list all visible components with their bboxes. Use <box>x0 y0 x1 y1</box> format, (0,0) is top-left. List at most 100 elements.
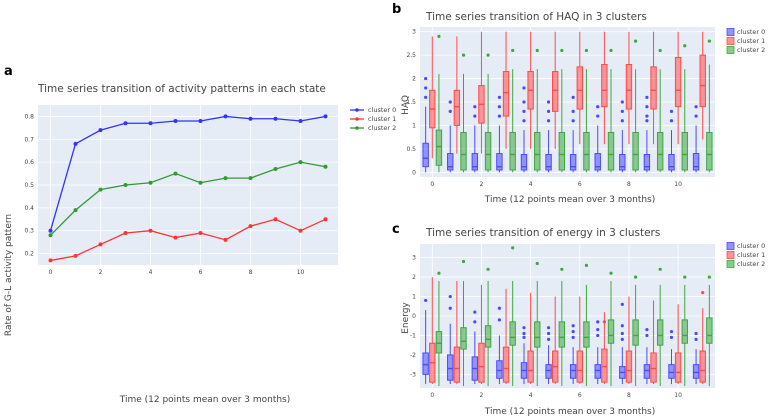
outlier-b-2-10-0 <box>683 44 687 48</box>
box-c-0-0 <box>422 352 429 375</box>
box-c-2-3 <box>509 321 516 346</box>
legend-label-c-0: cluster 0 <box>737 242 765 250</box>
box-b-2-6 <box>583 131 590 171</box>
box-b-0-0 <box>422 142 429 168</box>
outlier-c-0-10-0 <box>669 329 674 334</box>
box-c-0-6 <box>569 364 577 379</box>
point-a-0-5 <box>173 119 178 123</box>
xtick-label-b-2: 4 <box>529 181 533 188</box>
box-b-2-2 <box>484 131 492 171</box>
ytick-label-b-5: 2.5 <box>406 52 416 59</box>
box-b-2-10 <box>681 131 688 171</box>
xtick-label-c-4: 8 <box>627 392 631 399</box>
box-b-1-11 <box>699 54 706 108</box>
box-b-0-6 <box>569 154 577 171</box>
box-c-2-10 <box>681 319 688 344</box>
box-c-2-4 <box>534 321 541 348</box>
xtick-label-a-3: 6 <box>199 269 203 276</box>
xtick-label-a-4: 8 <box>249 269 253 276</box>
point-a-2-7 <box>223 176 228 181</box>
point-a-0-9 <box>273 116 278 121</box>
xtick-label-c-5: 10 <box>674 392 682 399</box>
legend-label-b-2: cluster 2 <box>737 46 765 54</box>
box-b-2-4 <box>534 131 541 171</box>
outlier-c-2-10-0 <box>683 275 687 279</box>
legend-label-b-0: cluster 0 <box>737 28 765 36</box>
legend-marker-a-0 <box>355 108 359 112</box>
outlier-c-2-5-0 <box>560 267 564 271</box>
box-b-0-11 <box>692 153 700 171</box>
box-c-1-2 <box>478 342 485 383</box>
outlier-b-2-0-0 <box>437 34 441 38</box>
chart-c-xlabel: Time (12 points mean over 3 months) <box>484 407 656 417</box>
legend-marker-a-2 <box>355 126 359 130</box>
point-a-1-7 <box>223 237 228 242</box>
outlier-b-0-4-3 <box>522 86 526 90</box>
chart-a-xlabel: Time (12 points mean over 3 months) <box>119 395 291 405</box>
outlier-c-2-1-0 <box>461 259 466 264</box>
point-a-2-10 <box>298 160 303 165</box>
point-a-1-8 <box>248 224 253 229</box>
outlier-b-2-7-0 <box>609 48 613 53</box>
legend-swatch-c-2 <box>726 260 735 268</box>
point-a-2-0 <box>48 233 53 238</box>
ytick-label-a-6: 0.8 <box>24 113 34 120</box>
ytick-label-c-6: 3 <box>412 255 416 262</box>
outlier-b-0-0-2 <box>424 76 428 81</box>
xtick-label-b-5: 10 <box>674 181 682 188</box>
outlier-c-0-10-1 <box>669 335 674 340</box>
outlier-b-2-1-0 <box>461 53 466 57</box>
outlier-b-2-3-0 <box>511 48 515 53</box>
legend-label-a-1: cluster 1 <box>368 115 396 123</box>
legend-swatch-c-0 <box>726 242 735 250</box>
outlier-c-0-6-0 <box>571 324 575 328</box>
xtick-label-a-0: 0 <box>49 269 53 276</box>
point-a-2-2 <box>98 187 103 192</box>
ytick-label-a-5: 0.7 <box>24 136 34 143</box>
box-c-1-9 <box>650 352 657 383</box>
box-b-1-3 <box>502 71 510 117</box>
outlier-b-2-5-0 <box>560 48 564 53</box>
outlier-c-2-8-0 <box>633 275 638 279</box>
outlier-c-0-2-0 <box>473 310 477 314</box>
outlier-c-1-7-0 <box>602 320 606 324</box>
box-c-0-3 <box>496 360 503 379</box>
point-a-0-7 <box>223 114 228 119</box>
outlier-c-2-2-0 <box>486 267 490 271</box>
outlier-c-0-7-2 <box>596 333 600 338</box>
chart-c-ylabel: Energy <box>401 302 411 334</box>
outlier-b-0-11-0 <box>694 114 698 118</box>
point-a-1-10 <box>298 228 303 233</box>
point-a-1-3 <box>123 231 128 235</box>
outlier-b-0-1-0 <box>448 109 452 113</box>
xtick-label-a-2: 4 <box>149 269 153 276</box>
outlier-c-0-4-0 <box>522 326 526 330</box>
point-a-2-8 <box>248 176 253 181</box>
point-a-0-4 <box>148 121 153 126</box>
outlier-c-0-11-1 <box>694 337 698 341</box>
ytick-label-b-1: 0.5 <box>406 146 416 153</box>
outlier-c-2-3-0 <box>511 246 515 250</box>
outlier-c-0-9-0 <box>645 328 649 332</box>
legend-label-a-0: cluster 0 <box>368 106 396 114</box>
point-a-0-1 <box>73 141 78 146</box>
outlier-b-0-4-1 <box>522 109 526 113</box>
outlier-b-0-2-0 <box>473 114 477 118</box>
outlier-c-0-0-0 <box>424 298 428 303</box>
box-b-0-7 <box>594 153 601 171</box>
outlier-b-0-3-0 <box>497 114 502 118</box>
outlier-b-2-4-0 <box>535 48 539 53</box>
xtick-label-a-5: 10 <box>297 269 305 276</box>
outlier-b-2-8-0 <box>633 39 638 43</box>
panel-label-c: c <box>392 222 400 237</box>
point-a-1-6 <box>198 231 203 235</box>
chart-panel-c: Time series transition of energy in 3 cl… <box>401 227 765 417</box>
xtick-label-b-4: 8 <box>627 181 631 188</box>
outlier-c-2-9-0 <box>658 267 662 271</box>
box-b-1-6 <box>576 66 583 110</box>
outlier-c-2-0-0 <box>437 271 441 275</box>
ytick-label-b-0: 0 <box>412 169 416 176</box>
box-b-2-3 <box>509 131 516 171</box>
box-c-0-9 <box>643 364 651 379</box>
